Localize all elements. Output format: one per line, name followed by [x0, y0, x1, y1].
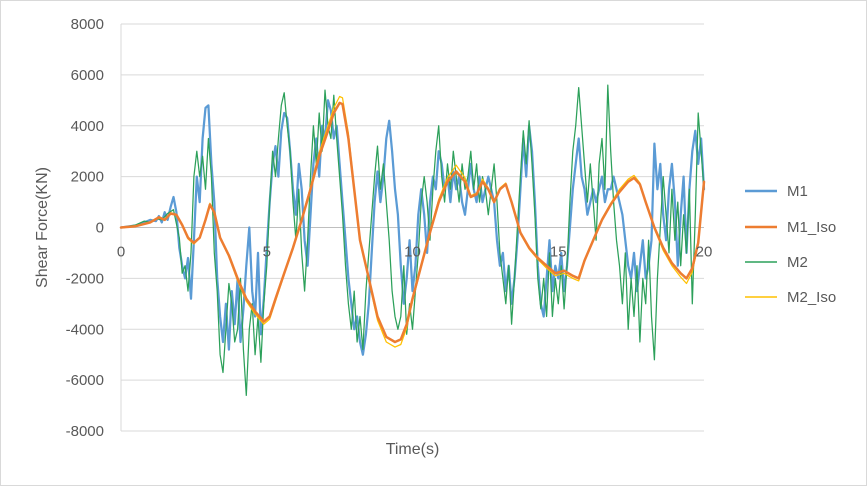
- axes: [120, 24, 704, 431]
- series-lines: [119, 84, 706, 397]
- x-tick-labels: 0 5 10 15 20: [117, 244, 713, 261]
- series-line-m1-iso: [119, 101, 706, 344]
- legend-label-m2: M2: [787, 254, 808, 271]
- y-tick-label: 0: [96, 220, 104, 237]
- x-tick-label: 20: [696, 244, 713, 261]
- series-line-m2-iso: [120, 95, 705, 348]
- legend: M1 M1_Iso M2 M2_Iso: [745, 183, 836, 306]
- x-tick-label: 10: [404, 244, 421, 261]
- y-tick-label: 6000: [71, 67, 104, 84]
- y-tick-labels: -8000 -6000 -4000 -2000 0 2000 4000 6000 8000: [66, 16, 104, 440]
- x-axis-title: Time(s): [386, 441, 440, 458]
- x-tick-label: 0: [117, 244, 125, 261]
- legend-label-m1-iso: M1_Iso: [787, 219, 836, 236]
- series-line-m2: [120, 84, 705, 397]
- y-tick-label: -6000: [66, 372, 104, 389]
- y-tick-label: 8000: [71, 16, 104, 33]
- y-tick-label: 4000: [71, 118, 104, 135]
- y-axis-title: Shear Force(KN): [34, 167, 51, 288]
- legend-label-m1: M1: [787, 183, 808, 200]
- y-tick-label: -4000: [66, 321, 104, 338]
- y-tick-label: -8000: [66, 423, 104, 440]
- legend-label-m2-iso: M2_Iso: [787, 289, 836, 306]
- y-tick-label: -2000: [66, 270, 104, 287]
- x-tick-label: 15: [550, 244, 567, 261]
- y-tick-label: 2000: [71, 169, 104, 186]
- x-tick-label: 5: [263, 244, 271, 261]
